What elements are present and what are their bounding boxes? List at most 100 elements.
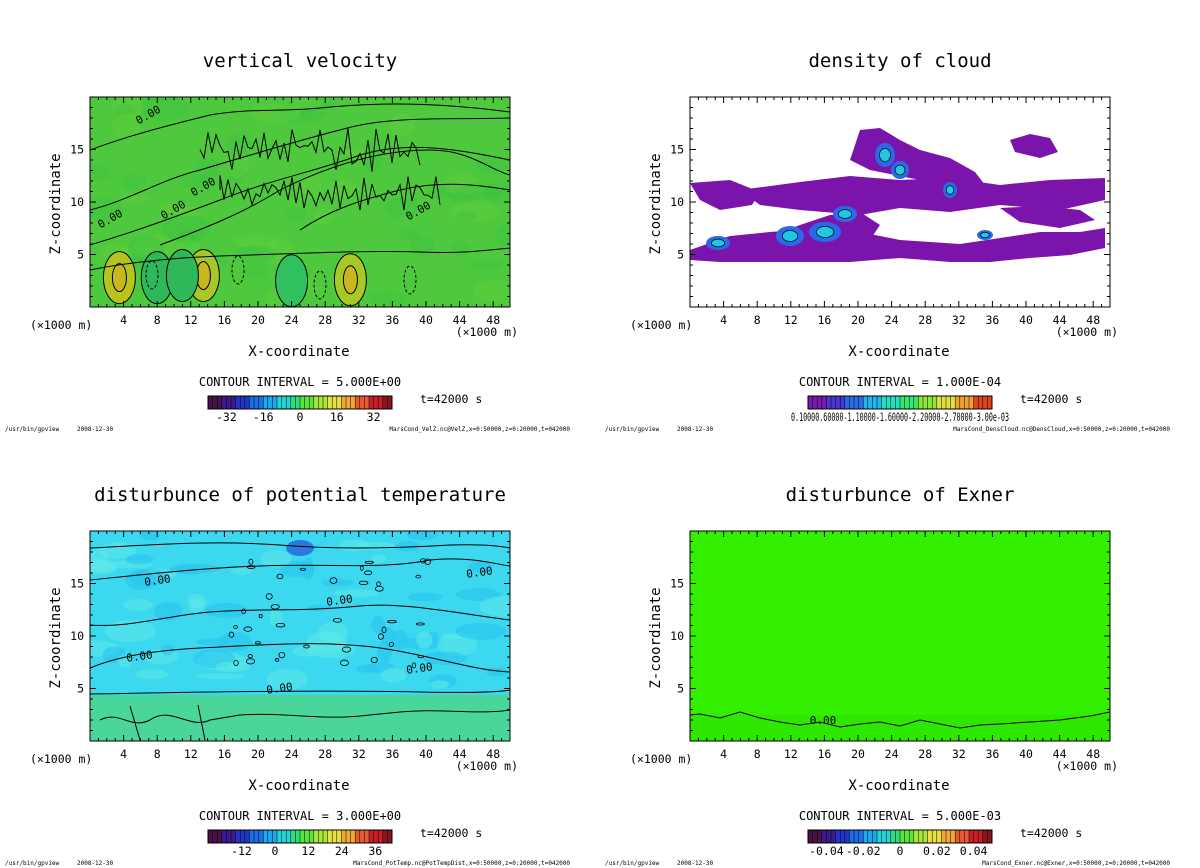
x-tick-label: 16	[817, 747, 831, 761]
colorbar-swatch	[928, 396, 933, 409]
contour-interval: CONTOUR INTERVAL = 5.000E-03	[799, 809, 1001, 823]
colorbar-swatch	[282, 830, 287, 843]
colorbar-swatch	[983, 830, 988, 843]
colorbar-swatch	[231, 396, 236, 409]
colorbar-swatch	[946, 830, 951, 843]
contour-interval: CONTOUR INTERVAL = 5.000E+00	[199, 375, 401, 389]
colorbar-swatch	[978, 830, 983, 843]
colorbar-swatch	[882, 830, 887, 843]
plot-area	[690, 531, 1110, 741]
colorbar-swatch	[323, 830, 328, 843]
colorbar-swatch	[305, 830, 310, 843]
colorbar-swatch	[813, 396, 818, 409]
colorbar-swatch	[360, 830, 365, 843]
field-patch	[122, 174, 146, 190]
colorbar-swatch	[849, 830, 854, 843]
field-patch	[448, 201, 500, 222]
colorbar-swatch	[332, 396, 337, 409]
updraft-core	[343, 266, 357, 294]
footer-source: MarsCond_DensCloud.nc@DensCloud,x=0:5000…	[953, 426, 1170, 433]
colorbar-swatch	[868, 396, 873, 409]
field-patch	[120, 193, 151, 201]
colorbar-swatch	[964, 396, 969, 409]
x-unit-right: (×1000 m)	[456, 325, 518, 339]
footer-program: /usr/bin/gpview	[605, 860, 660, 867]
x-tick-label: 12	[784, 313, 798, 327]
x-tick-label: 20	[851, 313, 865, 327]
colorbar-swatch	[360, 396, 365, 409]
colorbar-tick-label: 12	[301, 844, 315, 858]
panel-4: disturbunce of Exner0.004 8 12 16 20 24 28 32 36…	[605, 484, 1170, 867]
colorbar-swatch	[849, 396, 854, 409]
panel-1: vertical velocity0.000.000.00 0.00 0.004 8 1…	[5, 50, 570, 433]
colorbar-swatch	[882, 396, 887, 409]
colorbar-swatch	[905, 830, 910, 843]
x-tick-label: 32	[952, 313, 966, 327]
field-patch	[356, 664, 377, 672]
footer-date: 2008-12-30	[77, 860, 114, 867]
y-tick-label: 10	[70, 629, 84, 643]
colorbar-swatch	[240, 830, 245, 843]
colorbar-swatch	[374, 396, 379, 409]
colorbar-swatch	[974, 396, 979, 409]
colorbar-swatch	[845, 830, 850, 843]
y-tick-label: 10	[670, 629, 684, 643]
colorbar-swatch	[240, 396, 245, 409]
lower-layer	[690, 715, 1110, 741]
colorbar-swatch	[217, 830, 222, 843]
chart-title: density of cloud	[808, 50, 991, 72]
colorbar-swatch	[886, 830, 891, 843]
x-tick-label: 32	[352, 747, 366, 761]
x-tick-label: 24	[885, 747, 899, 761]
colorbar-swatch	[808, 830, 813, 843]
x-tick-label: 32	[352, 313, 366, 327]
colorbar-swatch	[213, 830, 218, 843]
colorbar-swatch	[918, 830, 923, 843]
x-tick-label: 12	[184, 313, 198, 327]
colorbar-swatch	[226, 396, 231, 409]
colorbar-swatch	[905, 396, 910, 409]
footer-source: MarsCond_PotTemp.nc@PotTempDist,x=0:5000…	[353, 860, 570, 867]
field-patch	[196, 673, 246, 679]
field-patch	[389, 113, 415, 136]
field-patch	[187, 594, 206, 608]
field-patch	[74, 164, 111, 181]
x-tick-label: 16	[817, 313, 831, 327]
contour-interval: CONTOUR INTERVAL = 3.000E+00	[199, 809, 401, 823]
x-tick-label: 8	[154, 313, 161, 327]
x-unit-left: (×1000 m)	[630, 318, 692, 332]
colorbar-tick-label: 0	[297, 410, 304, 424]
colorbar-swatch	[295, 830, 300, 843]
field-patch	[495, 225, 517, 247]
colorbar-swatch	[213, 396, 218, 409]
updraft-core	[112, 264, 126, 292]
colorbar-swatch	[291, 396, 296, 409]
time-stamp: t=42000 s	[1020, 826, 1082, 840]
colorbar-swatch	[341, 830, 346, 843]
colorbar-swatch	[817, 396, 822, 409]
colorbar-swatch	[355, 830, 360, 843]
cloud-core-inner	[782, 231, 797, 242]
field-patch	[472, 261, 503, 271]
colorbar-swatch	[328, 830, 333, 843]
colorbar-swatch	[831, 396, 836, 409]
colorbar-swatch	[941, 830, 946, 843]
colorbar-swatch	[872, 396, 877, 409]
colorbar-swatch	[318, 396, 323, 409]
colorbar-swatch	[249, 396, 254, 409]
colorbar-swatch	[891, 396, 896, 409]
colorbar-swatch	[813, 830, 818, 843]
footer-date: 2008-12-30	[677, 860, 714, 867]
colorbar-swatch	[226, 830, 231, 843]
colorbar-swatch	[291, 830, 296, 843]
colorbar-swatch	[364, 830, 369, 843]
colorbar-tick-label: -0.02	[846, 844, 881, 858]
y-axis-label: Z-coordinate	[48, 587, 64, 688]
footer-source: MarsCond_Exner.nc@Exner,x=0:50000,z=0:20…	[982, 860, 1170, 867]
colorbar-swatch	[918, 396, 923, 409]
colorbar-swatch	[208, 830, 213, 843]
field-patch	[245, 264, 267, 279]
colorbar-swatch	[863, 396, 868, 409]
colorbar-tick-label: 0	[897, 844, 904, 858]
x-tick-label: 28	[918, 313, 932, 327]
